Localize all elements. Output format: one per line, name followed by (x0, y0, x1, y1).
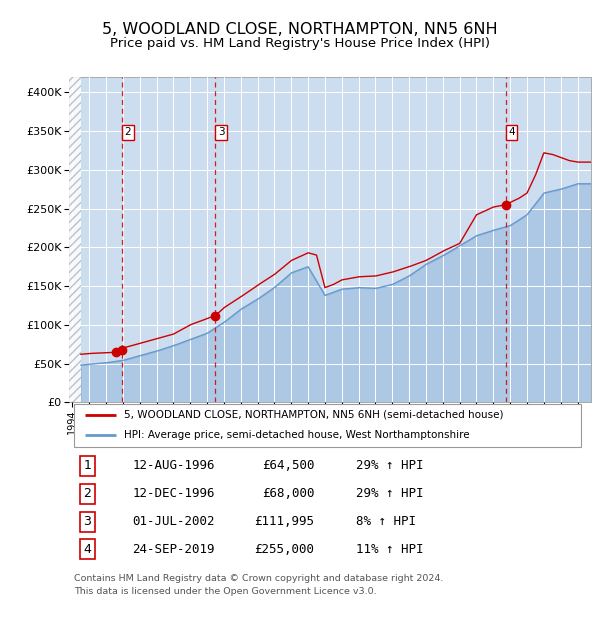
Text: 5, WOODLAND CLOSE, NORTHAMPTON, NN5 6NH: 5, WOODLAND CLOSE, NORTHAMPTON, NN5 6NH (102, 22, 498, 37)
Text: 5, WOODLAND CLOSE, NORTHAMPTON, NN5 6NH (semi-detached house): 5, WOODLAND CLOSE, NORTHAMPTON, NN5 6NH … (124, 410, 503, 420)
Text: 29% ↑ HPI: 29% ↑ HPI (356, 459, 424, 472)
Text: £68,000: £68,000 (262, 487, 314, 500)
Text: 3: 3 (218, 127, 224, 137)
Text: 1: 1 (83, 459, 91, 472)
Text: £64,500: £64,500 (262, 459, 314, 472)
Bar (69, 77, 81, 402)
Text: 12-AUG-1996: 12-AUG-1996 (132, 459, 215, 472)
Text: Contains HM Land Registry data © Crown copyright and database right 2024.
This d: Contains HM Land Registry data © Crown c… (74, 574, 443, 596)
Text: £111,995: £111,995 (254, 515, 314, 528)
Text: 29% ↑ HPI: 29% ↑ HPI (356, 487, 424, 500)
Text: 11% ↑ HPI: 11% ↑ HPI (356, 543, 424, 556)
Text: 2: 2 (125, 127, 131, 137)
Text: 8% ↑ HPI: 8% ↑ HPI (356, 515, 416, 528)
Text: Price paid vs. HM Land Registry's House Price Index (HPI): Price paid vs. HM Land Registry's House … (110, 37, 490, 50)
FancyBboxPatch shape (74, 404, 581, 448)
Text: 3: 3 (83, 515, 91, 528)
Text: 24-SEP-2019: 24-SEP-2019 (132, 543, 215, 556)
Text: 12-DEC-1996: 12-DEC-1996 (132, 487, 215, 500)
Text: £255,000: £255,000 (254, 543, 314, 556)
Text: 2: 2 (83, 487, 91, 500)
Text: 01-JUL-2002: 01-JUL-2002 (132, 515, 215, 528)
Text: 4: 4 (83, 543, 91, 556)
Text: 4: 4 (508, 127, 515, 137)
Text: HPI: Average price, semi-detached house, West Northamptonshire: HPI: Average price, semi-detached house,… (124, 430, 469, 440)
